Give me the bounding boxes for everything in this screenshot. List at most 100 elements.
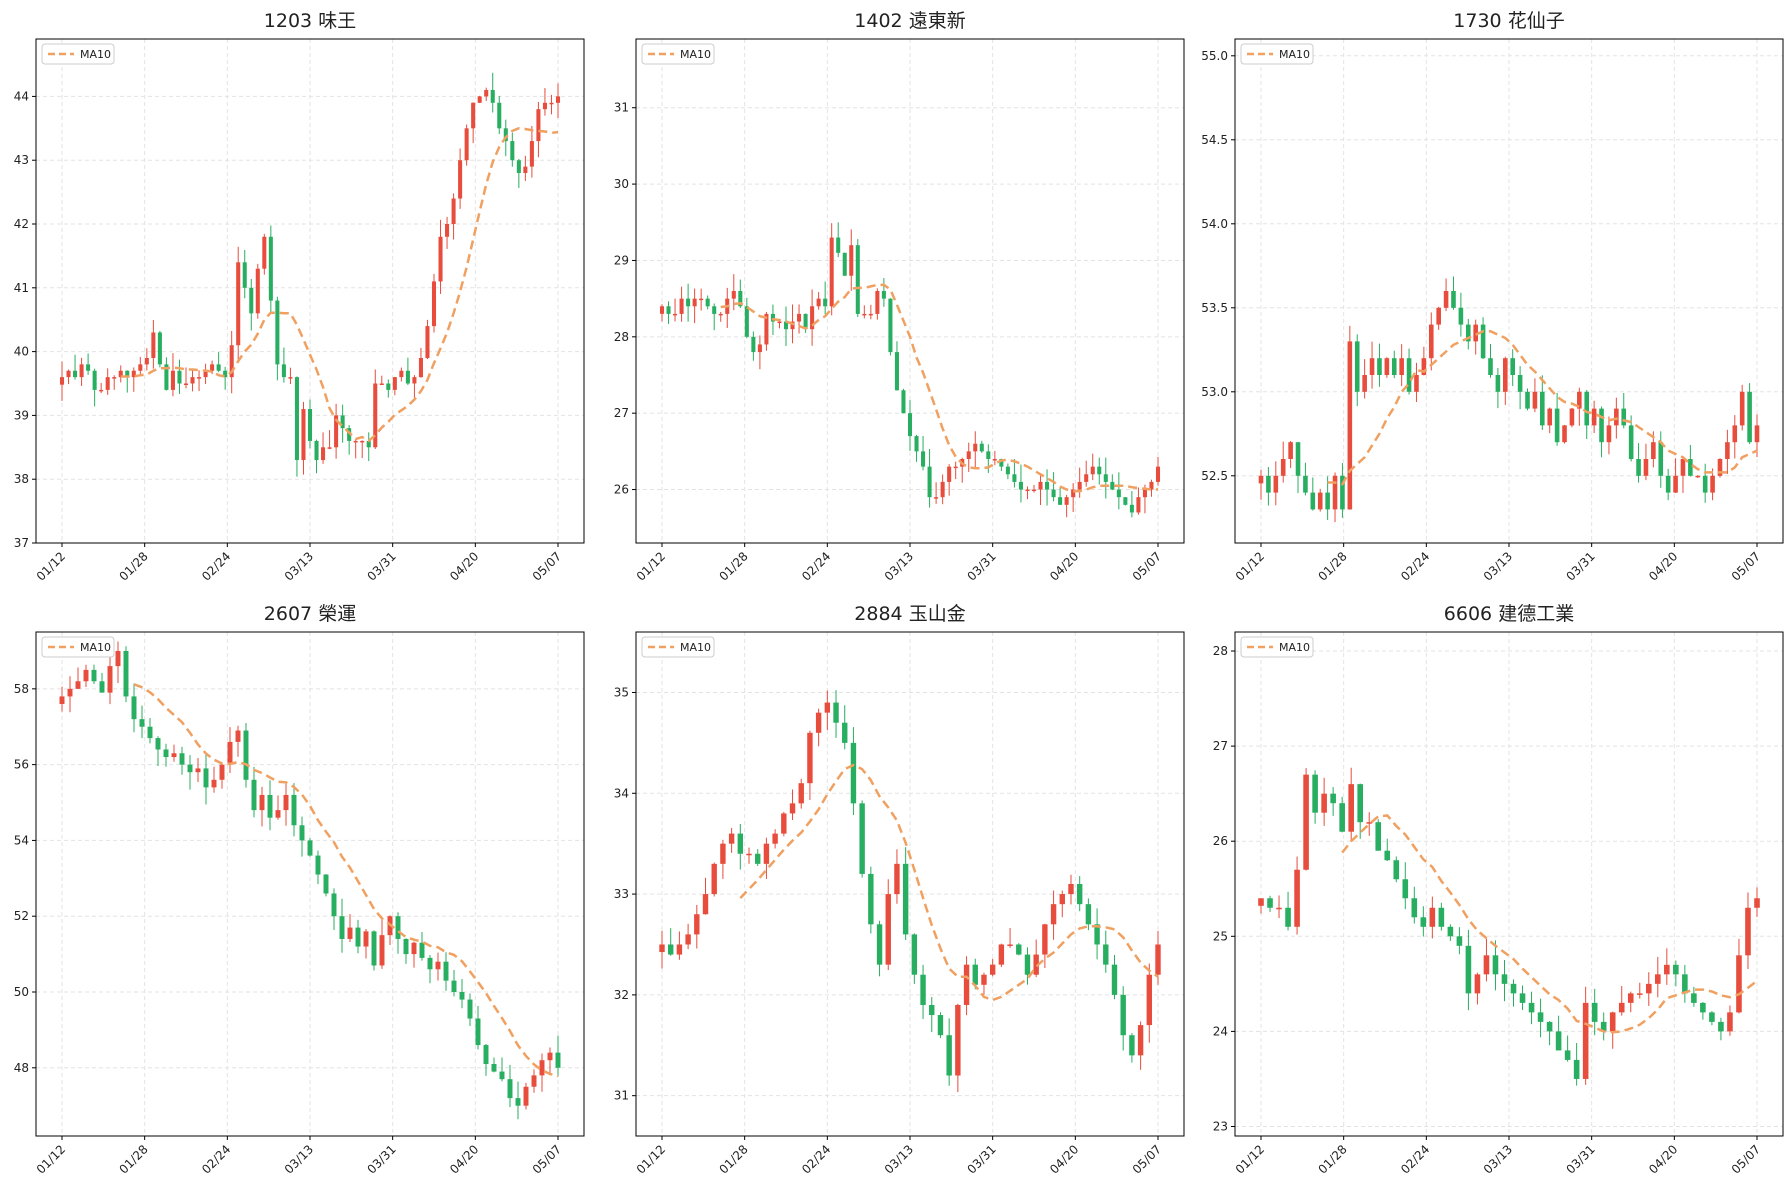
- candle-body: [179, 753, 185, 765]
- x-tick-label: 02/24: [799, 549, 833, 583]
- candle-body: [1562, 425, 1567, 443]
- candle-body: [781, 813, 787, 834]
- candle-body: [764, 313, 769, 345]
- candle-body: [986, 451, 991, 459]
- candle-body: [790, 321, 795, 330]
- candle-body: [728, 833, 735, 844]
- candle-body: [236, 262, 241, 346]
- candle-body: [836, 237, 841, 253]
- x-tick-label: 01/12: [1233, 549, 1267, 583]
- candle-body: [443, 961, 449, 981]
- x-tick-label: 01/28: [1315, 1142, 1349, 1176]
- candle-body: [1377, 358, 1382, 375]
- candle-body: [477, 96, 482, 103]
- candle-body: [1709, 1012, 1715, 1022]
- y-tick-label: 23: [1213, 1119, 1228, 1133]
- candle-body: [953, 466, 958, 469]
- candle-body: [1366, 822, 1373, 824]
- candle-body: [464, 128, 469, 161]
- candle-body: [1103, 944, 1109, 965]
- candle-body: [371, 931, 377, 966]
- candle-body: [1584, 391, 1590, 426]
- x-tick-label: 02/24: [1398, 1142, 1432, 1176]
- candle-body: [1503, 358, 1508, 392]
- x-tick-label: 01/28: [1315, 549, 1349, 583]
- y-tick-label: 53.0: [1201, 385, 1228, 399]
- candle-body: [1528, 1002, 1535, 1013]
- candle-body: [1393, 860, 1400, 880]
- candle-body: [118, 370, 123, 378]
- candle-body: [901, 390, 906, 414]
- candle-body: [712, 306, 717, 314]
- candle-body: [547, 1052, 553, 1061]
- candle-body: [1754, 898, 1760, 908]
- candle-body: [1146, 974, 1152, 1026]
- candle-body: [1031, 489, 1037, 492]
- candle-body: [1547, 408, 1553, 426]
- candle-body: [1510, 983, 1517, 994]
- candle-body: [360, 440, 365, 443]
- candle-body: [1084, 474, 1089, 482]
- candle-body: [807, 732, 813, 784]
- candle-body: [718, 313, 723, 316]
- y-tick-label: 58: [14, 682, 29, 696]
- candle-body: [229, 345, 234, 378]
- candle-body: [1258, 475, 1264, 484]
- candle-body: [484, 90, 489, 97]
- legend-box: [641, 43, 715, 65]
- candle-body: [438, 236, 443, 282]
- plot-frame: [35, 631, 585, 1137]
- ma10-line: [1341, 814, 1758, 1034]
- candle-body: [1582, 1002, 1589, 1079]
- candle-body: [267, 794, 273, 818]
- x-tick-label: 03/13: [882, 549, 916, 583]
- candle-body: [86, 364, 91, 371]
- candle-body: [490, 90, 495, 103]
- candle-body: [1421, 358, 1427, 375]
- candle-body: [288, 377, 293, 379]
- candle-body: [1537, 1012, 1544, 1022]
- candle-body: [1510, 358, 1515, 375]
- x-tick-label: 04/20: [1646, 1142, 1680, 1176]
- y-tick-label: 27: [1213, 739, 1228, 753]
- candle-body: [770, 313, 775, 322]
- candle-body: [850, 742, 857, 804]
- candle-body: [1142, 489, 1147, 498]
- candle-body: [555, 1052, 561, 1068]
- y-tick-label: 31: [614, 1089, 629, 1103]
- candle-body: [875, 291, 880, 314]
- candle-body: [1097, 466, 1102, 475]
- chart-title: 6606 建德工業: [1444, 603, 1574, 625]
- ma10-line: [133, 683, 559, 1078]
- candle-body: [445, 224, 450, 237]
- candle-body: [379, 935, 385, 966]
- x-tick-label: 01/28: [716, 1142, 750, 1176]
- candle-body: [862, 313, 867, 316]
- ma10-line: [739, 763, 1159, 1002]
- candle-body: [1273, 475, 1279, 493]
- candle-body: [907, 413, 913, 437]
- y-tick-label: 26: [1213, 834, 1228, 848]
- candle-body: [1718, 1021, 1724, 1032]
- candle-body: [275, 810, 281, 818]
- x-tick-label: 02/24: [799, 1142, 833, 1176]
- x-tick-label: 01/12: [34, 549, 68, 583]
- candle-body: [679, 298, 684, 314]
- candle-body: [746, 853, 752, 856]
- candle-body: [307, 409, 313, 441]
- candle-body: [1332, 475, 1338, 510]
- candle-body: [1129, 504, 1134, 513]
- candle-body: [1294, 869, 1300, 927]
- candle-body: [1495, 375, 1501, 392]
- candle-body: [855, 245, 860, 314]
- x-tick-label: 03/31: [964, 549, 998, 583]
- candle-body: [187, 764, 193, 773]
- x-tick-label: 01/12: [634, 1142, 668, 1176]
- candle-body: [539, 1060, 545, 1076]
- candle-body: [1280, 459, 1286, 476]
- candle-body: [197, 377, 202, 379]
- candle-body: [386, 383, 391, 390]
- candle-body: [157, 332, 162, 365]
- candle-body: [1710, 475, 1715, 493]
